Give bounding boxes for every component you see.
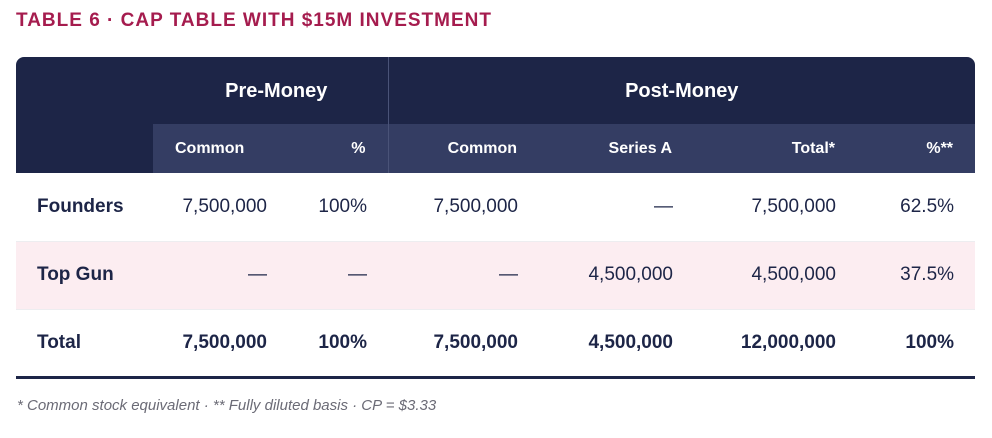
cap-table: Pre-Money Post-Money Common % Common Ser… (16, 57, 975, 379)
cap-table-container: Pre-Money Post-Money Common % Common Ser… (16, 57, 975, 379)
footnote: * Common stock equivalent · ** Fully dil… (17, 397, 437, 414)
table-cell: 4,500,000 (539, 241, 694, 310)
column-header-row: Common % Common Series A Total* %** (16, 124, 975, 173)
table-cell: 4,500,000 (694, 241, 857, 310)
table-cell: 100% (288, 173, 388, 242)
table-cell: 7,500,000 (388, 173, 539, 242)
post-money-header: Post-Money (387, 57, 975, 124)
table-row-founders: Founders 7,500,000 100% 7,500,000 — 7,50… (16, 173, 975, 242)
table-cell: — (288, 241, 388, 310)
row-label: Top Gun (16, 241, 153, 310)
header-corner-sub (16, 124, 153, 173)
group-header-row: Pre-Money Post-Money (16, 57, 975, 124)
column-header-post-percent: %** (857, 124, 975, 173)
table-cell: 100% (857, 309, 975, 379)
table-cell: — (153, 241, 288, 310)
column-header-post-common: Common (387, 124, 539, 173)
table-cell: 7,500,000 (153, 309, 288, 379)
table-cell: 7,500,000 (153, 173, 288, 242)
table-cell: — (539, 173, 694, 242)
table-title: TABLE 6 · CAP TABLE WITH $15M INVESTMENT (16, 10, 492, 31)
column-header-pre-common: Common (153, 124, 288, 173)
column-header-total: Total* (694, 124, 857, 173)
column-header-series-a: Series A (539, 124, 694, 173)
row-label: Total (16, 309, 153, 379)
column-header-pre-percent: % (288, 124, 388, 173)
table-cell: 4,500,000 (539, 309, 694, 379)
table-cell: 7,500,000 (694, 173, 857, 242)
table-cell: 12,000,000 (694, 309, 857, 379)
table-cell: 62.5% (857, 173, 975, 242)
table-row-top-gun: Top Gun — — — 4,500,000 4,500,000 37.5% (16, 241, 975, 310)
table-cell: 7,500,000 (388, 309, 539, 379)
header-corner (16, 57, 153, 124)
pre-money-header: Pre-Money (153, 57, 388, 124)
row-label: Founders (16, 173, 153, 242)
table-cell: 37.5% (857, 241, 975, 310)
table-row-total: Total 7,500,000 100% 7,500,000 4,500,000… (16, 309, 975, 379)
table-cell: 100% (288, 309, 388, 379)
table-cell: — (388, 241, 539, 310)
